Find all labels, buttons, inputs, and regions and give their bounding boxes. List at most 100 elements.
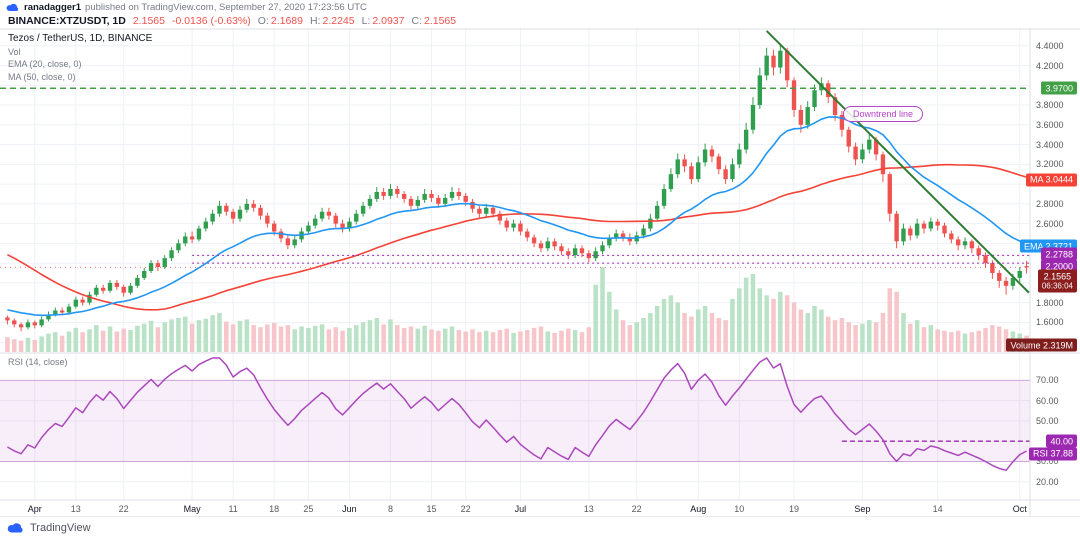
volume-bar bbox=[196, 320, 202, 352]
candle-body bbox=[169, 250, 174, 259]
volume-bar bbox=[593, 284, 598, 352]
candle-body bbox=[901, 228, 906, 242]
candle-body bbox=[484, 207, 489, 214]
volume-bar bbox=[525, 330, 530, 352]
candle-body bbox=[983, 255, 988, 264]
candle-body bbox=[490, 207, 496, 214]
volume-bar bbox=[743, 277, 749, 352]
volume-bar bbox=[572, 330, 578, 352]
candle-body bbox=[203, 221, 208, 229]
candle-body bbox=[648, 218, 653, 229]
candle-body bbox=[1024, 266, 1029, 268]
volume-bar bbox=[148, 320, 154, 352]
volume-bar bbox=[326, 329, 332, 352]
volume-bar bbox=[969, 332, 975, 352]
candle-body bbox=[689, 166, 694, 180]
candle-body bbox=[682, 159, 687, 167]
volume-bar bbox=[955, 330, 961, 352]
time-axis-label: 18 bbox=[269, 504, 280, 514]
candle-body bbox=[265, 215, 270, 224]
volume-bar bbox=[709, 313, 715, 352]
volume-bar bbox=[46, 333, 51, 352]
candle-body bbox=[791, 80, 797, 110]
candle-body bbox=[928, 221, 934, 229]
time-axis-label: 10 bbox=[734, 504, 745, 514]
time-axis-label: 13 bbox=[70, 504, 81, 514]
legend-volume[interactable]: Vol bbox=[8, 46, 21, 57]
volume-bar bbox=[791, 302, 797, 352]
volume-bar bbox=[538, 326, 544, 352]
volume-bar bbox=[894, 291, 899, 352]
price-change: -0.0136 (-0.63%) bbox=[171, 15, 251, 27]
price-axis-tick: 3.8000 bbox=[1036, 100, 1064, 111]
candle-body bbox=[401, 193, 407, 199]
candle-body bbox=[668, 174, 674, 190]
volume-bar bbox=[5, 337, 10, 352]
tradingview-cloud-icon bbox=[6, 3, 20, 12]
volume-bar bbox=[771, 298, 776, 352]
candle-body bbox=[627, 237, 633, 242]
legend-symbol-title[interactable]: Tezos / TetherUS, 1D, BINANCE bbox=[8, 33, 153, 44]
candle-body bbox=[997, 272, 1002, 281]
candle-body bbox=[313, 218, 318, 226]
candle-body bbox=[155, 263, 161, 268]
price-badge-last: 2.1565 06:36:04 bbox=[1037, 269, 1077, 293]
candle-body bbox=[196, 228, 202, 240]
candle-body bbox=[32, 322, 37, 326]
candle-body bbox=[12, 320, 17, 325]
volume-bar bbox=[819, 309, 824, 352]
volume-bar bbox=[230, 324, 236, 352]
candle-body bbox=[914, 223, 920, 236]
volume-bar bbox=[641, 318, 646, 352]
candle-body bbox=[826, 83, 831, 98]
candle-body bbox=[1010, 277, 1016, 286]
tradingview-logo-icon[interactable] bbox=[7, 522, 25, 534]
price-axis-tick: 3.6000 bbox=[1036, 119, 1064, 130]
time-axis-label: Jun bbox=[342, 504, 357, 514]
time-axis-label: Oct bbox=[1012, 504, 1027, 514]
candle-body bbox=[860, 149, 865, 160]
volume-bar bbox=[798, 309, 804, 352]
time-axis-label: 22 bbox=[460, 504, 471, 514]
candle-body bbox=[531, 237, 537, 244]
byline-username: ranadagger1 bbox=[24, 2, 82, 13]
volume-bar bbox=[53, 332, 58, 352]
candle-body bbox=[142, 271, 147, 278]
volume-bar bbox=[757, 288, 763, 352]
candle-body bbox=[251, 203, 256, 208]
candle-body bbox=[600, 245, 605, 252]
rsi-pane-legend[interactable]: RSI (14, close) bbox=[8, 357, 68, 367]
volume-bar bbox=[217, 313, 222, 352]
ohlc-open: O: 2.1689 bbox=[257, 15, 303, 27]
volume-bar bbox=[702, 305, 708, 352]
candle-body bbox=[778, 50, 783, 68]
candle-body bbox=[559, 246, 564, 252]
symbol-name: BINANCE:XTZUSDT, 1D bbox=[8, 15, 126, 27]
volume-bar bbox=[271, 322, 277, 352]
volume-bar bbox=[73, 327, 79, 352]
volume-bar bbox=[880, 313, 886, 352]
candle-body bbox=[771, 55, 776, 68]
time-axis-label: Jul bbox=[514, 504, 527, 514]
candle-body bbox=[812, 90, 817, 108]
volume-bar bbox=[367, 320, 373, 352]
volume-bar bbox=[600, 267, 605, 352]
volume-bar bbox=[401, 327, 407, 352]
tradingview-logo-text[interactable]: TradingView bbox=[30, 522, 91, 534]
volume-bar bbox=[996, 326, 1002, 352]
candle-body bbox=[798, 109, 804, 125]
candle-body bbox=[189, 236, 195, 240]
candle-body bbox=[511, 223, 516, 228]
rsi-band bbox=[0, 380, 1030, 462]
legend-ma[interactable]: MA (50, close, 0) bbox=[8, 71, 76, 82]
legend-ema[interactable]: EMA (20, close, 0) bbox=[8, 59, 82, 69]
time-axis-label: Sep bbox=[854, 504, 871, 514]
volume-bar bbox=[928, 325, 934, 352]
volume-bar bbox=[244, 319, 250, 352]
volume-bar bbox=[730, 298, 735, 352]
volume-bar bbox=[210, 315, 215, 352]
time-axis-label: 19 bbox=[789, 504, 800, 514]
volume-bar bbox=[340, 330, 345, 352]
downtrend-line-label[interactable]: Downtrend line bbox=[843, 106, 924, 122]
